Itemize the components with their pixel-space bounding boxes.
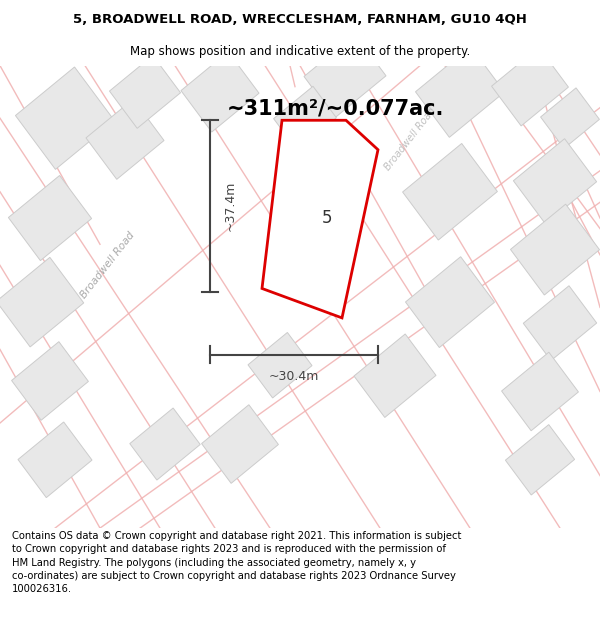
Text: Contains OS data © Crown copyright and database right 2021. This information is : Contains OS data © Crown copyright and d… (12, 531, 461, 594)
Polygon shape (18, 422, 92, 498)
Polygon shape (109, 56, 181, 128)
Text: ~30.4m: ~30.4m (269, 371, 319, 384)
Polygon shape (8, 176, 92, 261)
Text: Broadwell Road: Broadwell Road (79, 230, 137, 301)
Polygon shape (181, 52, 259, 132)
Polygon shape (511, 204, 599, 295)
Polygon shape (304, 34, 386, 118)
Polygon shape (523, 286, 597, 361)
Polygon shape (406, 257, 494, 348)
Text: ~311m²/~0.077ac.: ~311m²/~0.077ac. (226, 98, 443, 118)
Polygon shape (16, 67, 115, 169)
Text: Broadwell Road: Broadwell Road (382, 106, 437, 172)
Polygon shape (202, 405, 278, 483)
Polygon shape (130, 408, 200, 480)
Polygon shape (541, 88, 599, 149)
Text: Map shows position and indicative extent of the property.: Map shows position and indicative extent… (130, 44, 470, 58)
Polygon shape (0, 258, 84, 347)
Polygon shape (415, 46, 505, 138)
Polygon shape (248, 332, 312, 398)
Polygon shape (502, 352, 578, 431)
Polygon shape (505, 424, 575, 495)
Polygon shape (11, 342, 88, 420)
Polygon shape (354, 334, 436, 418)
Polygon shape (403, 144, 497, 240)
Polygon shape (491, 48, 568, 126)
Polygon shape (514, 139, 596, 224)
Polygon shape (274, 86, 337, 150)
Text: ~37.4m: ~37.4m (224, 181, 237, 231)
Text: 5: 5 (322, 209, 332, 227)
Polygon shape (262, 120, 378, 318)
Text: 5, BROADWELL ROAD, WRECCLESHAM, FARNHAM, GU10 4QH: 5, BROADWELL ROAD, WRECCLESHAM, FARNHAM,… (73, 13, 527, 26)
Polygon shape (86, 99, 164, 179)
Polygon shape (272, 194, 349, 273)
